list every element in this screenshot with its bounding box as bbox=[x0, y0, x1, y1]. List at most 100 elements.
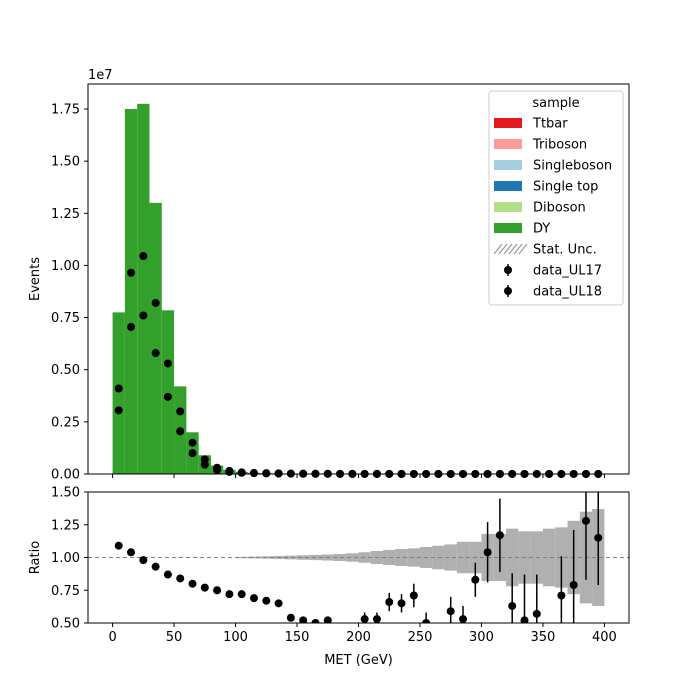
ratio-point bbox=[225, 590, 234, 599]
ratio-point bbox=[409, 583, 418, 608]
ratio-marker bbox=[532, 609, 541, 618]
ratio-marker bbox=[569, 581, 578, 590]
ratio-point bbox=[249, 594, 258, 603]
main-y-ticks: 0.00 0.25 0.50 0.75 1.00 1.25 1.50 1.75 bbox=[51, 103, 88, 483]
ratio-marker bbox=[163, 570, 172, 579]
legend-entry: Single top bbox=[494, 180, 598, 195]
main-panel: 0.00 0.25 0.50 0.75 1.00 1.25 1.50 1.75 1e7 Eve… bbox=[28, 68, 630, 483]
ratio-marker bbox=[459, 615, 468, 623]
ratio-point bbox=[471, 562, 480, 597]
stat-unc-bin bbox=[235, 556, 248, 559]
ratio-point bbox=[422, 612, 431, 623]
ratio-marker bbox=[495, 531, 504, 540]
ratio-marker bbox=[323, 616, 332, 623]
ratio-marker bbox=[176, 574, 185, 583]
bar-dy bbox=[137, 103, 150, 474]
legend-label: Singleboson bbox=[533, 159, 612, 174]
x-tick-label: 300 bbox=[469, 630, 494, 645]
legend-entry: DY bbox=[494, 222, 550, 237]
data-point-data_ul18 bbox=[237, 468, 246, 477]
y-tick-label: 0.75 bbox=[51, 584, 80, 599]
ratio-marker bbox=[237, 590, 246, 599]
data-point-data_ul18 bbox=[249, 468, 258, 477]
legend-hatch-line bbox=[513, 243, 523, 255]
legend-entry: Singleboson bbox=[494, 159, 612, 174]
legend-label: DY bbox=[533, 222, 550, 237]
ratio-point bbox=[188, 579, 197, 588]
legend-label: Diboson bbox=[533, 201, 586, 216]
data-point-data_ul17 bbox=[151, 349, 160, 358]
stat-unc-band bbox=[235, 509, 605, 606]
y-tick-label: 0.00 bbox=[51, 468, 80, 483]
ratio-marker bbox=[249, 594, 258, 603]
ratio-marker bbox=[139, 556, 148, 565]
ratio-point bbox=[446, 596, 455, 623]
legend-hatch-line bbox=[493, 243, 503, 255]
data-point-data_ul18 bbox=[262, 469, 271, 478]
ratio-point bbox=[163, 570, 172, 579]
stat-unc-bin bbox=[456, 541, 470, 574]
ratio-point bbox=[372, 612, 381, 623]
legend-hatch-line bbox=[498, 243, 508, 255]
x-tick-label: 150 bbox=[285, 630, 310, 645]
data-point-data_ul17 bbox=[188, 449, 197, 458]
legend-box bbox=[488, 90, 624, 306]
ratio-point bbox=[483, 522, 492, 583]
stat-unc-bin bbox=[542, 528, 556, 587]
ratio-marker bbox=[397, 599, 406, 608]
legend-marker bbox=[504, 266, 512, 274]
stat-unc-bin bbox=[506, 528, 519, 587]
ratio-marker bbox=[594, 533, 603, 542]
ratio-point bbox=[323, 616, 332, 623]
legend-hatch-line bbox=[518, 243, 528, 255]
x-tick-label: 100 bbox=[223, 630, 248, 645]
ratio-point bbox=[127, 548, 136, 557]
data-point-data_ul17 bbox=[176, 427, 185, 436]
ratio-marker bbox=[188, 579, 197, 588]
y-tick-label: 0.50 bbox=[51, 617, 80, 632]
legend-swatch bbox=[494, 202, 522, 212]
ratio-y-axis-label: Ratio bbox=[28, 541, 43, 574]
legend-hatch-line bbox=[508, 243, 518, 255]
ratio-point bbox=[495, 498, 504, 572]
data-point-data_ul17 bbox=[114, 406, 123, 415]
x-axis-label: MET (GeV) bbox=[324, 653, 393, 668]
ratio-point bbox=[237, 590, 246, 599]
main-x-ticks bbox=[112, 474, 605, 478]
ratio-marker bbox=[114, 541, 123, 550]
legend-entry: data_UL18 bbox=[504, 285, 602, 300]
ratio-point bbox=[397, 594, 406, 613]
data-point-data_ul18 bbox=[114, 384, 123, 393]
ratio-marker bbox=[127, 548, 136, 557]
y-tick-label: 1.00 bbox=[51, 259, 80, 274]
stat-unc-bin bbox=[284, 555, 298, 560]
x-tick-label: 50 bbox=[166, 630, 183, 645]
data-points bbox=[114, 252, 603, 478]
data-point-data_ul18 bbox=[163, 359, 172, 368]
y-tick-label: 0.50 bbox=[51, 363, 80, 378]
stat-unc-bin bbox=[444, 544, 457, 571]
data-point-data_ul18 bbox=[200, 455, 209, 464]
legend-entry: Stat. Unc. bbox=[493, 243, 597, 258]
ratio-point bbox=[508, 573, 517, 623]
y-tick-label: 1.25 bbox=[51, 518, 80, 533]
legend-entry: Triboson bbox=[494, 138, 587, 153]
ratio-marker bbox=[385, 598, 394, 607]
data-point-data_ul18 bbox=[151, 298, 160, 307]
ratio-marker bbox=[471, 575, 480, 584]
data-point-data_ul18 bbox=[274, 469, 283, 478]
stat-unc-bin bbox=[297, 555, 310, 560]
legend-swatch bbox=[494, 160, 522, 170]
stat-unc-bin bbox=[247, 556, 261, 559]
ratio-marker bbox=[151, 562, 160, 571]
y-tick-label: 0.25 bbox=[51, 415, 80, 430]
bar-dy bbox=[112, 312, 125, 474]
stat-unc-bin bbox=[346, 553, 359, 562]
ratio-marker bbox=[262, 596, 271, 605]
legend-swatch bbox=[494, 181, 522, 191]
legend-label: Ttbar bbox=[532, 117, 568, 132]
ratio-point bbox=[262, 596, 271, 605]
legend-swatch bbox=[494, 223, 522, 233]
ratio-point bbox=[520, 574, 529, 623]
x-tick-label: 400 bbox=[592, 630, 617, 645]
